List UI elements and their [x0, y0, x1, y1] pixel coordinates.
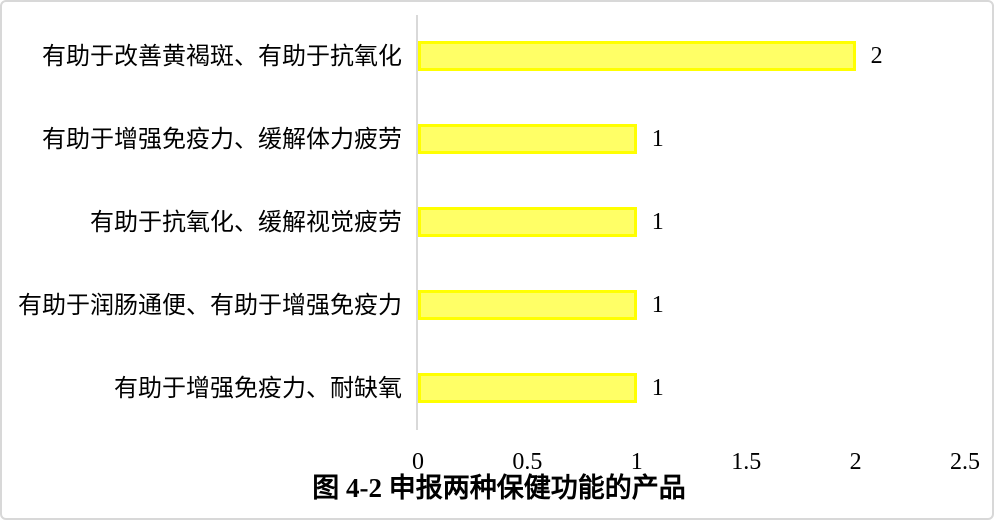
bar-row: 有助于增强免疫力、耐缺氧 1	[2, 347, 992, 430]
bar	[418, 373, 637, 403]
x-tick-label: 0.5	[512, 449, 543, 475]
chart-title: 图 4-2 申报两种保健功能的产品	[312, 473, 686, 503]
bar-row: 有助于抗氧化、缓解视觉疲劳 1	[2, 181, 992, 264]
value-label: 1	[651, 209, 664, 235]
bar	[418, 290, 637, 320]
x-tick-label: 2	[849, 449, 862, 475]
category-label: 有助于抗氧化、缓解视觉疲劳	[90, 209, 402, 236]
bar-row: 有助于润肠通便、有助于增强免疫力 1	[2, 264, 992, 347]
value-label: 1	[651, 292, 664, 318]
x-tick-label: 0	[412, 449, 424, 475]
category-label: 有助于增强免疫力、耐缺氧	[114, 375, 402, 402]
plot-area: 有助于改善黄褐斑、有助于抗氧化 2 有助于增强免疫力、缓解体力疲劳 1 有助于抗氧化、缓…	[2, 15, 992, 474]
bar-row: 有助于增强免疫力、缓解体力疲劳 1	[2, 98, 992, 181]
x-axis-tick-labels: 0 0.5 1 1.5 2 2.5	[2, 440, 992, 475]
y-axis-line	[416, 15, 418, 430]
bar	[418, 41, 856, 71]
bar	[418, 124, 637, 154]
x-tick-label: 2.5	[950, 449, 980, 475]
category-label: 有助于改善黄褐斑、有助于抗氧化	[42, 43, 402, 70]
category-label: 有助于增强免疫力、缓解体力疲劳	[42, 126, 402, 153]
bar-rows: 有助于改善黄褐斑、有助于抗氧化 2 有助于增强免疫力、缓解体力疲劳 1 有助于抗氧化、缓…	[2, 15, 992, 430]
bar	[418, 207, 637, 237]
category-label: 有助于润肠通便、有助于增强免疫力	[18, 292, 402, 319]
bar-row: 有助于改善黄褐斑、有助于抗氧化 2	[2, 15, 992, 98]
value-label: 2	[870, 43, 883, 69]
value-label: 1	[651, 375, 664, 401]
value-label: 1	[651, 126, 664, 152]
x-tick-label: 1	[630, 449, 643, 475]
x-tick-label: 1.5	[731, 449, 762, 475]
